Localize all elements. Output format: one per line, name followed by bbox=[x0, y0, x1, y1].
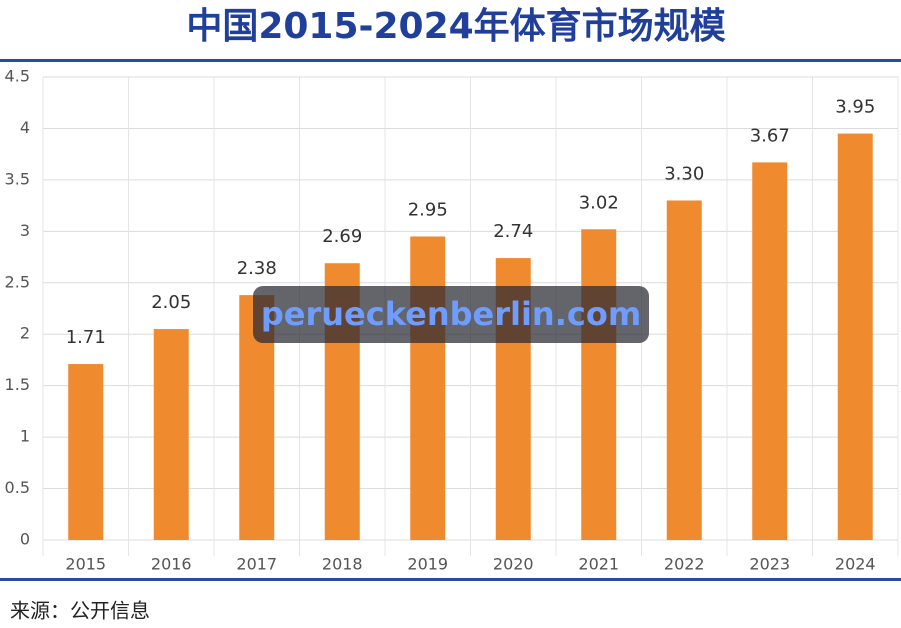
y-tick-label: 4.5 bbox=[5, 67, 30, 86]
y-tick-label: 3.5 bbox=[5, 169, 30, 188]
x-tick-label: 2021 bbox=[578, 555, 619, 574]
bar bbox=[752, 162, 788, 541]
bar bbox=[68, 364, 104, 540]
bar bbox=[837, 133, 873, 541]
y-tick-label: 3 bbox=[20, 221, 30, 240]
value-label: 2.05 bbox=[151, 292, 191, 313]
bar bbox=[666, 200, 702, 540]
x-tick-label: 2019 bbox=[407, 555, 448, 574]
value-label: 1.71 bbox=[66, 327, 106, 348]
bar bbox=[153, 329, 189, 540]
value-label: 3.67 bbox=[750, 125, 790, 146]
x-tick-label: 2020 bbox=[493, 555, 534, 574]
chart-title: 中国2015-2024年体育市场规模 bbox=[186, 6, 725, 47]
bottom-rule bbox=[0, 578, 901, 581]
value-label: 3.02 bbox=[579, 192, 619, 213]
y-tick-label: 2 bbox=[20, 324, 30, 343]
y-tick-label: 2.5 bbox=[5, 272, 30, 291]
value-label: 3.95 bbox=[835, 97, 875, 118]
x-tick-label: 2017 bbox=[236, 555, 277, 574]
source-note: 来源：公开信息 bbox=[10, 599, 150, 623]
watermark: perueckenberlin.com bbox=[261, 295, 641, 333]
x-tick-label: 2015 bbox=[65, 555, 106, 574]
value-label: 2.95 bbox=[408, 199, 448, 220]
value-label: 2.74 bbox=[493, 221, 533, 242]
value-label: 3.30 bbox=[664, 163, 704, 184]
value-label: 2.38 bbox=[237, 258, 277, 279]
x-tick-label: 2023 bbox=[749, 555, 790, 574]
x-tick-label: 2022 bbox=[664, 555, 705, 574]
watermark-bg bbox=[253, 286, 649, 343]
y-tick-label: 0.5 bbox=[5, 478, 30, 497]
bar bbox=[581, 229, 617, 540]
x-tick-label: 2024 bbox=[835, 555, 876, 574]
y-tick-label: 4 bbox=[20, 118, 30, 137]
y-tick-label: 1.5 bbox=[5, 375, 30, 394]
x-tick-label: 2016 bbox=[151, 555, 192, 574]
watermark-box: perueckenberlin.com bbox=[253, 286, 649, 343]
y-tick-label: 0 bbox=[20, 530, 30, 549]
value-label: 2.69 bbox=[322, 226, 362, 247]
bar bbox=[410, 236, 446, 540]
y-tick-label: 1 bbox=[20, 427, 30, 446]
x-tick-label: 2018 bbox=[322, 555, 363, 574]
top-rule bbox=[0, 59, 901, 62]
